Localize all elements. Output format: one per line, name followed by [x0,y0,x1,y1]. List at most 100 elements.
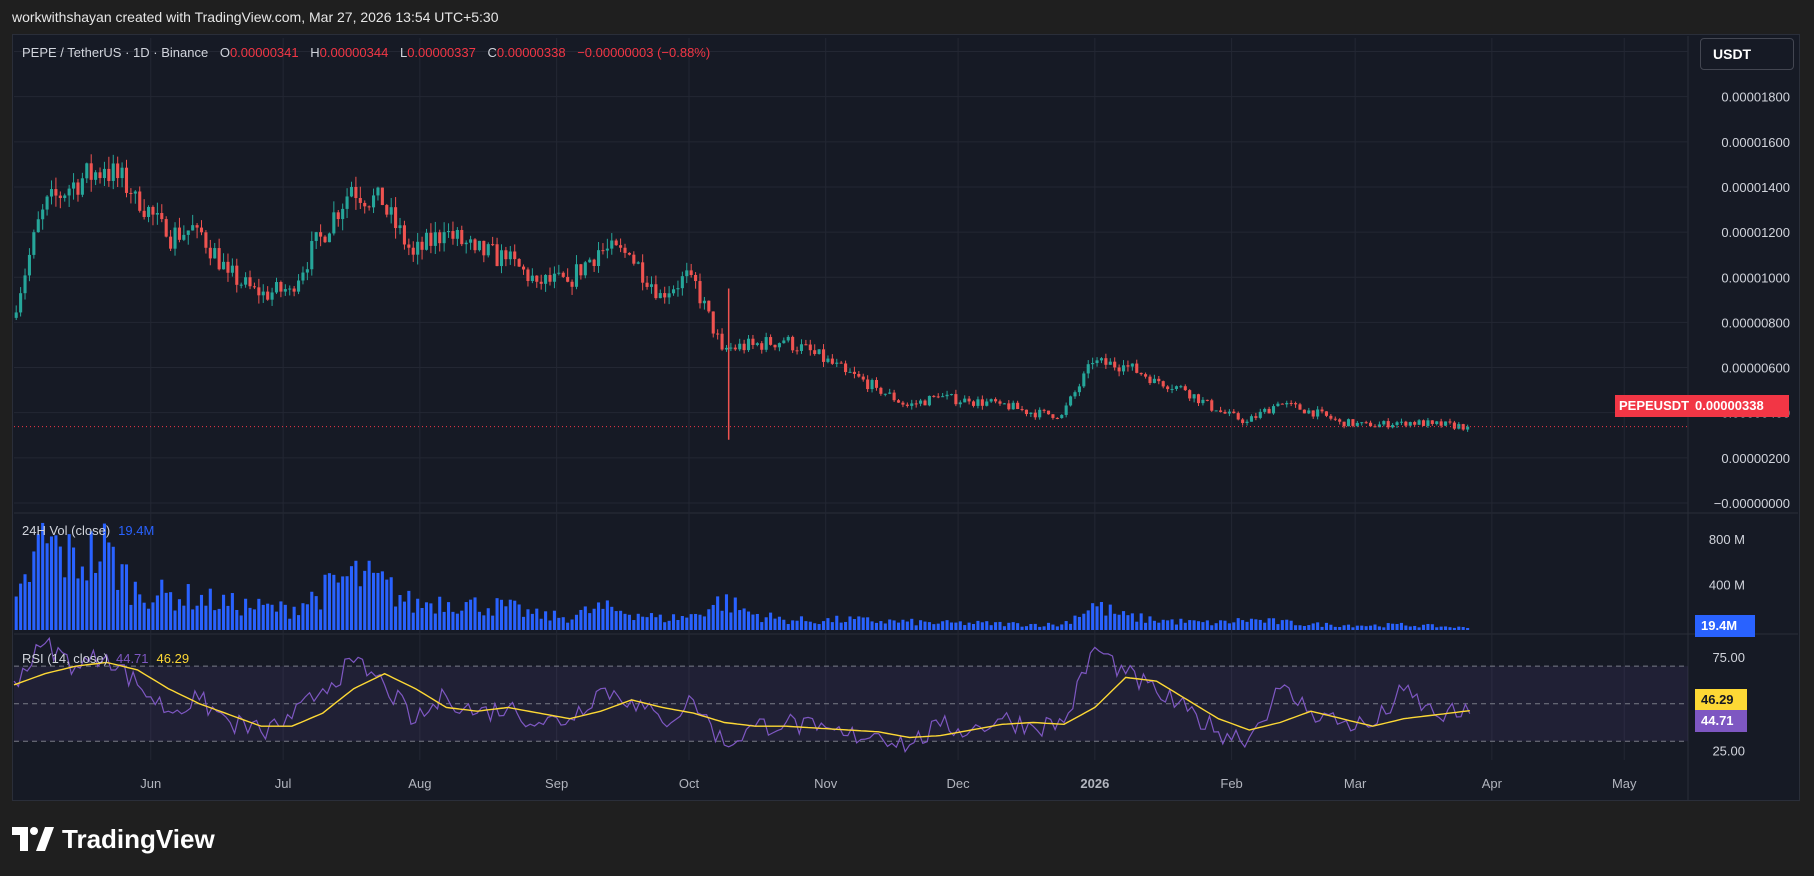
candle-body [579,264,583,276]
candle-body [341,208,345,220]
volume-bar [685,617,689,630]
volume-bar [817,624,821,630]
volume-bar [632,620,636,630]
volume-bar [892,620,896,630]
volume-bar [349,566,354,630]
volume-bar [645,617,649,630]
volume-bar [1444,626,1448,630]
candle-body [879,387,883,394]
volume-bar [407,590,411,630]
candle-body [901,402,905,405]
volume-bar [257,598,261,630]
volume-bar [385,579,389,630]
volume-bar [976,620,980,630]
candle-body [491,244,495,246]
currency-button[interactable]: USDT [1700,38,1794,70]
candle-body [985,401,989,406]
volume-bar [786,624,790,630]
candle-body [936,396,940,398]
candle-body [1249,416,1254,422]
volume-bar [177,599,181,630]
volume-title[interactable]: 24H Vol (close) [22,523,111,538]
candle-body [1302,409,1306,414]
candle-body [1029,412,1033,415]
candle-body [1201,399,1205,404]
volume-bar [746,611,751,630]
candle-body [1444,421,1448,426]
volume-bar [120,564,124,630]
volume-bar [857,616,861,630]
candle-body [786,336,790,341]
volume-bar [535,608,539,630]
candle-body [19,293,23,313]
candle-body [420,241,424,250]
volume-bar [1077,616,1081,630]
candle-body [208,247,212,259]
candle-body [89,163,93,180]
volume-bar [927,622,931,630]
volume-bar [1144,622,1148,630]
candle-body [217,248,221,270]
candle-body [58,195,62,199]
volume-bar [94,572,98,630]
candle-body [332,212,336,234]
volume-bar [1016,623,1020,630]
candle-body [204,232,208,248]
y-tick-label: 0.00001200 [1721,225,1790,240]
candle-body [1466,426,1470,430]
rsi-title[interactable]: RSI (14, close) [22,651,108,666]
candle-body [583,262,587,276]
symbol-title[interactable]: PEPE / TetherUS · 1D · Binance [22,45,209,60]
candle-body [499,250,504,267]
volume-bar [270,604,274,630]
candle-body [1329,415,1333,419]
candle-body [949,394,954,396]
volume-bar [1267,618,1271,630]
volume-bar [363,570,367,630]
candle-body [689,270,693,275]
candle-body [711,311,715,334]
candle-body [742,343,746,351]
tradingview-logo-icon [12,827,54,851]
candle-body [804,344,808,346]
volume-bar [526,609,530,630]
candle-body [733,347,737,350]
rsi-price-tag: 44.71 [1695,710,1747,732]
chart-credit: workwithshayan created with TradingView.… [12,9,499,25]
volume-bar [1130,613,1134,630]
candle-body [954,394,958,405]
volume-bar [883,623,887,630]
volume-bar [923,621,927,630]
candle-body [658,293,662,299]
volume-bar [1254,619,1258,630]
candle-body [455,230,459,239]
candle-body [314,232,318,242]
volume-bar [89,531,93,630]
candle-body [288,288,292,290]
candle-body [1135,363,1139,373]
candle-body [980,399,984,406]
volume-bar [420,607,424,630]
candle-body [989,399,993,402]
volume-bar [252,609,256,630]
open-value: 0.00000341 [229,45,299,60]
volume-bar [544,611,548,630]
volume-bar [994,622,998,630]
volume-bar [1020,626,1024,630]
candle-body [791,336,795,351]
candle-body [230,265,234,273]
tradingview-logo[interactable]: TradingView [12,822,215,856]
candle-body [235,265,239,285]
candle-body [305,269,309,273]
candle-body [274,282,279,293]
volume-bar [495,598,499,630]
volume-bar [1320,626,1324,630]
volume-bar [323,574,327,630]
volume-bar [169,592,173,630]
rsi-ma-value: 46.29 [156,651,190,666]
volume-bar [451,611,455,630]
candle-body [1214,410,1218,412]
volume-bar [389,577,393,630]
symbol-price-tag-label: PEPEUSDT [1615,395,1689,417]
